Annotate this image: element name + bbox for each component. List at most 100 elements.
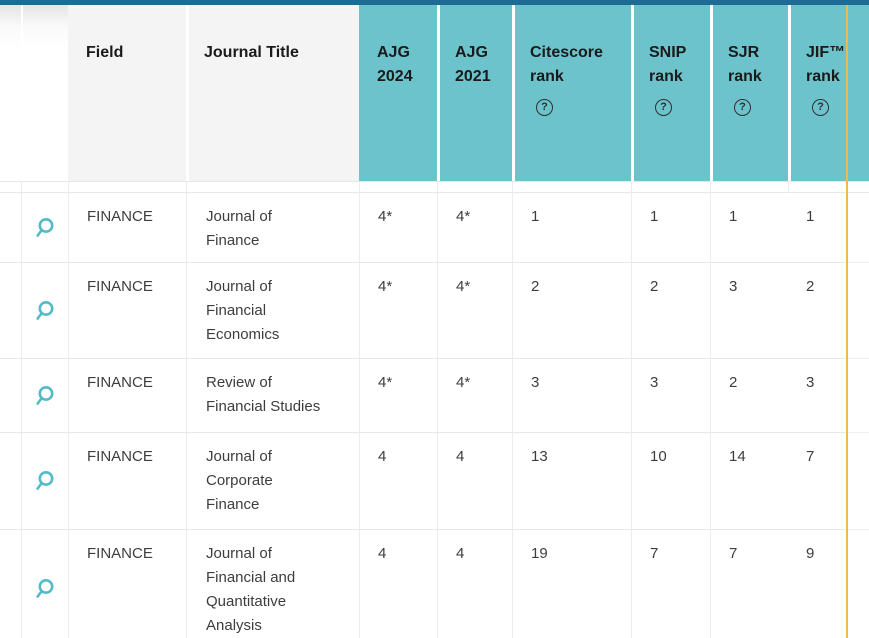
sjr-rank-cell: 1 bbox=[710, 193, 788, 263]
field-cell: FINANCE bbox=[68, 263, 186, 359]
col-header-sjr-rank-label: SJR rank bbox=[728, 44, 762, 85]
search-icon bbox=[36, 217, 54, 237]
row-gutter bbox=[0, 263, 21, 359]
ajg-2021-cell: 4 bbox=[437, 433, 512, 530]
ajg-2021-cell: 4 bbox=[437, 530, 512, 638]
sjr-rank-cell: 3 bbox=[710, 263, 788, 359]
citescore-rank-cell: 2 bbox=[512, 263, 631, 359]
row-search-button[interactable] bbox=[21, 359, 68, 433]
header-spacer-left bbox=[0, 5, 22, 181]
column-highlight-divider bbox=[846, 181, 848, 193]
row-gutter bbox=[0, 359, 21, 433]
spacer-cell bbox=[0, 181, 21, 193]
jif-rank-cell: 1 bbox=[788, 193, 846, 263]
sjr-rank-cell: 7 bbox=[710, 530, 788, 638]
row-gutter bbox=[0, 433, 21, 530]
search-icon bbox=[36, 471, 54, 490]
snip-rank-cell: 10 bbox=[631, 433, 710, 530]
col-header-ajg-2024-label: AJG 2024 bbox=[377, 44, 413, 85]
field-cell: FINANCE bbox=[68, 359, 186, 433]
row-search-button[interactable] bbox=[21, 433, 68, 530]
row-gutter bbox=[0, 193, 21, 263]
col-header-snip-rank: SNIP rank ? bbox=[631, 5, 710, 181]
partial-cell bbox=[848, 263, 869, 359]
jif-rank-help-icon[interactable]: ? bbox=[812, 99, 829, 116]
journal-title-cell: Journal of Finance bbox=[186, 193, 359, 263]
search-icon bbox=[36, 385, 54, 405]
col-header-jif-rank-label: JIF™ rank bbox=[806, 44, 846, 85]
spacer-cell bbox=[186, 181, 359, 193]
field-cell: FINANCE bbox=[68, 433, 186, 530]
col-header-next-partial bbox=[848, 5, 869, 181]
top-accent-bar bbox=[0, 0, 869, 5]
citescore-rank-help-icon[interactable]: ? bbox=[536, 99, 553, 116]
col-header-citescore-rank-label: Citescore rank bbox=[530, 44, 603, 85]
col-header-ajg-2021-label: AJG 2021 bbox=[455, 44, 491, 85]
header-row-actions bbox=[21, 5, 68, 181]
col-header-ajg-2021: AJG 2021 bbox=[437, 5, 512, 181]
citescore-rank-cell: 3 bbox=[512, 359, 631, 433]
spacer-cell bbox=[631, 181, 710, 193]
partial-cell bbox=[848, 433, 869, 530]
snip-rank-cell: 2 bbox=[631, 263, 710, 359]
ajg-2024-cell: 4* bbox=[359, 263, 437, 359]
citescore-rank-cell: 19 bbox=[512, 530, 631, 638]
partial-cell bbox=[848, 530, 869, 638]
rankings-grid: Field Journal Title AJG 2024 AJG 2021 Ci… bbox=[0, 5, 869, 638]
row-search-button[interactable] bbox=[21, 530, 68, 638]
ajg-2024-cell: 4* bbox=[359, 359, 437, 433]
spacer-cell bbox=[68, 181, 186, 193]
sjr-rank-help-icon[interactable]: ? bbox=[734, 99, 751, 116]
citescore-rank-cell: 1 bbox=[512, 193, 631, 263]
col-header-field: Field bbox=[68, 5, 186, 181]
column-highlight-divider bbox=[846, 530, 848, 638]
ajg-2024-cell: 4 bbox=[359, 433, 437, 530]
partial-cell bbox=[848, 359, 869, 433]
col-header-journal-title: Journal Title bbox=[186, 5, 359, 181]
row-gutter bbox=[0, 530, 21, 638]
field-cell: FINANCE bbox=[68, 193, 186, 263]
row-search-button[interactable] bbox=[21, 263, 68, 359]
jif-rank-cell: 7 bbox=[788, 433, 846, 530]
spacer-cell bbox=[21, 181, 68, 193]
partial-cell bbox=[848, 193, 869, 263]
col-header-snip-rank-label: SNIP rank bbox=[649, 44, 687, 85]
jif-rank-cell: 2 bbox=[788, 263, 846, 359]
citescore-rank-cell: 13 bbox=[512, 433, 631, 530]
snip-rank-cell: 1 bbox=[631, 193, 710, 263]
sjr-rank-cell: 14 bbox=[710, 433, 788, 530]
column-highlight-divider bbox=[846, 359, 848, 433]
column-highlight-divider bbox=[846, 263, 848, 359]
col-header-ajg-2024: AJG 2024 bbox=[359, 5, 437, 181]
ajg-2021-cell: 4* bbox=[437, 263, 512, 359]
spacer-cell bbox=[512, 181, 631, 193]
search-icon bbox=[36, 300, 54, 320]
snip-rank-help-icon[interactable]: ? bbox=[655, 99, 672, 116]
spacer-cell bbox=[437, 181, 512, 193]
ajg-2024-cell: 4* bbox=[359, 193, 437, 263]
sjr-rank-cell: 2 bbox=[710, 359, 788, 433]
jif-rank-cell: 3 bbox=[788, 359, 846, 433]
spacer-cell bbox=[788, 181, 846, 193]
row-search-button[interactable] bbox=[21, 193, 68, 263]
journal-title-cell: Review of Financial Studies bbox=[186, 359, 359, 433]
spacer-cell bbox=[710, 181, 788, 193]
jif-rank-cell: 9 bbox=[788, 530, 846, 638]
col-header-jif-rank: JIF™ rank ? bbox=[788, 5, 846, 181]
ajg-2021-cell: 4* bbox=[437, 193, 512, 263]
snip-rank-cell: 3 bbox=[631, 359, 710, 433]
column-highlight-divider bbox=[846, 433, 848, 530]
field-cell: FINANCE bbox=[68, 530, 186, 638]
col-header-journal-title-label: Journal Title bbox=[204, 44, 299, 61]
journal-title-cell: Journal of Corporate Finance bbox=[186, 433, 359, 530]
col-header-citescore-rank: Citescore rank ? bbox=[512, 5, 631, 181]
col-header-sjr-rank: SJR rank ? bbox=[710, 5, 788, 181]
ajg-2021-cell: 4* bbox=[437, 359, 512, 433]
journal-title-cell: Journal of Financial Economics bbox=[186, 263, 359, 359]
column-highlight-divider bbox=[846, 193, 848, 263]
search-icon bbox=[36, 579, 54, 598]
journal-title-cell: Journal of Financial and Quantitative An… bbox=[186, 530, 359, 638]
snip-rank-cell: 7 bbox=[631, 530, 710, 638]
spacer-cell bbox=[848, 181, 869, 193]
